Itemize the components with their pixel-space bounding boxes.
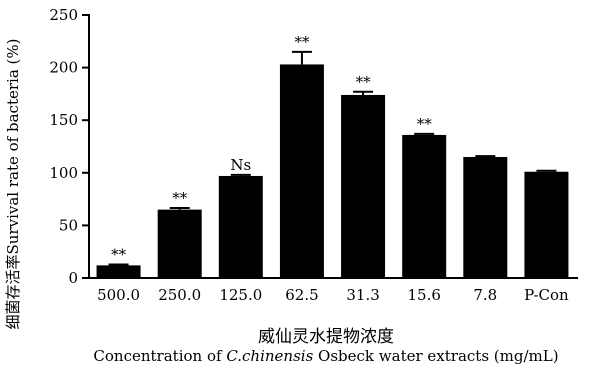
x-tick-label: P-Con: [524, 286, 569, 304]
y-tick-label: 100: [49, 164, 78, 182]
significance-label: **: [356, 73, 372, 91]
y-tick-label: 50: [59, 216, 78, 234]
bar: [157, 209, 202, 278]
bar: [402, 134, 447, 278]
x-tick-label: 500.0: [97, 286, 140, 304]
x-ticks: 500.0 250.0 125.0 62.5 31.3 15.6 7.8 P-Con: [97, 286, 569, 304]
bar: [279, 64, 324, 278]
x-axis-label-english-species: C.chinensis: [226, 347, 313, 365]
bar: [463, 157, 508, 278]
x-axis-label-english-post: Osbeck water extracts (mg/mL): [313, 347, 558, 365]
x-tick-label: 7.8: [473, 286, 497, 304]
x-tick-label: 15.6: [407, 286, 440, 304]
bar: [524, 171, 569, 278]
bars: ** ** Ns ** ** **: [96, 33, 569, 279]
x-axis-label-english-pre: Concentration of: [93, 347, 226, 365]
bar: [341, 94, 386, 279]
x-axis-label-english: Concentration of C.chinensis Osbeck wate…: [93, 347, 558, 365]
significance-label: **: [294, 33, 310, 51]
x-tick-label: 250.0: [158, 286, 201, 304]
y-tick-label: 0: [68, 269, 78, 287]
bar: [96, 265, 141, 278]
y-tick-label: 200: [49, 59, 78, 77]
y-tick-label: 150: [49, 111, 78, 129]
significance-label: **: [111, 246, 127, 264]
x-tick-label: 125.0: [219, 286, 262, 304]
significance-label: **: [417, 115, 433, 133]
significance-label: **: [172, 189, 188, 207]
x-axis-label-chinese: 威仙灵水提物浓度: [258, 327, 394, 347]
y-ticks: 0 50 100 150 200 250: [49, 6, 89, 287]
x-tick-label: 62.5: [285, 286, 318, 304]
y-tick-label: 250: [49, 6, 78, 24]
significance-label: Ns: [230, 156, 251, 174]
y-axis-label: 细菌存活率Survival rate of bacteria (%): [4, 39, 22, 330]
bar: [218, 175, 263, 278]
x-tick-label: 31.3: [346, 286, 379, 304]
